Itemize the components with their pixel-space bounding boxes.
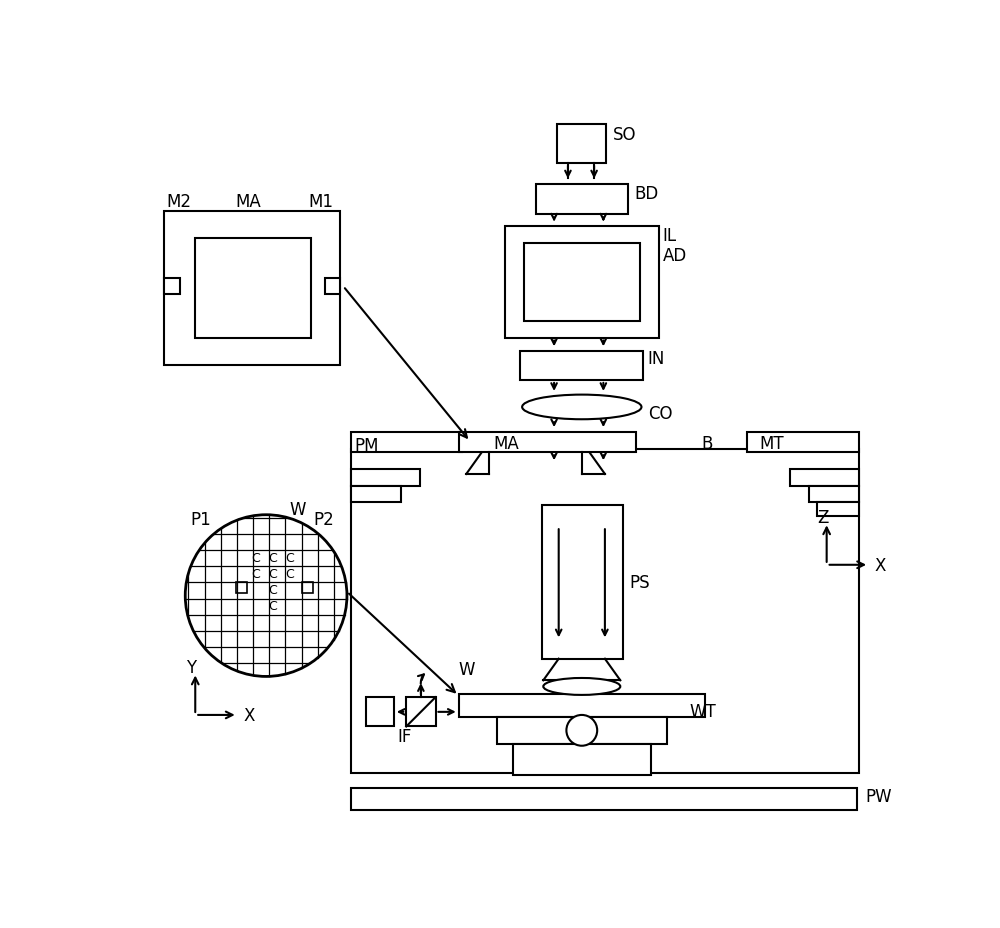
Text: W: W bbox=[459, 660, 475, 678]
Bar bbox=[536, 185, 628, 215]
Bar bbox=[817, 502, 859, 516]
Bar bbox=[195, 238, 311, 339]
Text: W: W bbox=[289, 501, 306, 519]
Text: SO: SO bbox=[613, 125, 636, 144]
Bar bbox=[557, 125, 606, 163]
Bar bbox=[302, 582, 313, 593]
Bar bbox=[366, 698, 394, 727]
Bar bbox=[236, 582, 247, 593]
Bar bbox=[351, 470, 420, 486]
Ellipse shape bbox=[543, 678, 620, 695]
Bar bbox=[747, 432, 859, 453]
Bar bbox=[351, 432, 462, 453]
Text: PW: PW bbox=[865, 787, 892, 805]
Text: C: C bbox=[252, 567, 260, 580]
Text: C: C bbox=[252, 551, 260, 564]
Text: PM: PM bbox=[355, 437, 379, 455]
Bar bbox=[351, 788, 857, 810]
Text: C: C bbox=[269, 567, 277, 580]
Bar bbox=[459, 432, 636, 453]
Text: X: X bbox=[243, 706, 254, 724]
Bar bbox=[790, 470, 859, 486]
Text: C: C bbox=[269, 584, 277, 597]
Bar bbox=[512, 744, 651, 775]
Text: IN: IN bbox=[647, 350, 665, 368]
Text: PS: PS bbox=[630, 574, 650, 591]
Text: IF: IF bbox=[397, 727, 411, 745]
Bar bbox=[459, 694, 705, 717]
Text: C: C bbox=[269, 599, 277, 612]
Text: BD: BD bbox=[634, 185, 658, 202]
Text: C: C bbox=[286, 567, 294, 580]
Text: MA: MA bbox=[235, 193, 261, 211]
Bar bbox=[524, 244, 640, 321]
Text: P2: P2 bbox=[314, 510, 335, 528]
Text: X: X bbox=[874, 556, 886, 574]
Bar bbox=[164, 212, 340, 366]
Text: Z: Z bbox=[817, 509, 828, 526]
Text: M1: M1 bbox=[308, 193, 333, 211]
Bar bbox=[325, 279, 340, 294]
Bar bbox=[809, 486, 859, 502]
Text: P1: P1 bbox=[191, 510, 211, 528]
Text: MA: MA bbox=[493, 434, 519, 453]
Circle shape bbox=[566, 715, 597, 746]
Text: C: C bbox=[286, 551, 294, 564]
Ellipse shape bbox=[522, 395, 641, 419]
Bar bbox=[351, 450, 859, 773]
Text: IL: IL bbox=[663, 227, 677, 245]
Bar bbox=[164, 279, 180, 294]
Circle shape bbox=[185, 515, 347, 677]
Bar bbox=[505, 226, 659, 339]
Text: CO: CO bbox=[648, 405, 672, 422]
Text: AD: AD bbox=[663, 247, 687, 265]
Bar bbox=[351, 486, 401, 502]
Bar bbox=[542, 505, 623, 659]
Text: M2: M2 bbox=[166, 193, 191, 211]
Text: MT: MT bbox=[759, 434, 784, 453]
Text: Y: Y bbox=[186, 659, 196, 677]
Text: WT: WT bbox=[690, 702, 716, 720]
Bar bbox=[520, 352, 643, 380]
Bar bbox=[497, 717, 666, 744]
Bar bbox=[406, 698, 436, 727]
Text: B: B bbox=[701, 434, 713, 453]
Text: C: C bbox=[269, 551, 277, 564]
